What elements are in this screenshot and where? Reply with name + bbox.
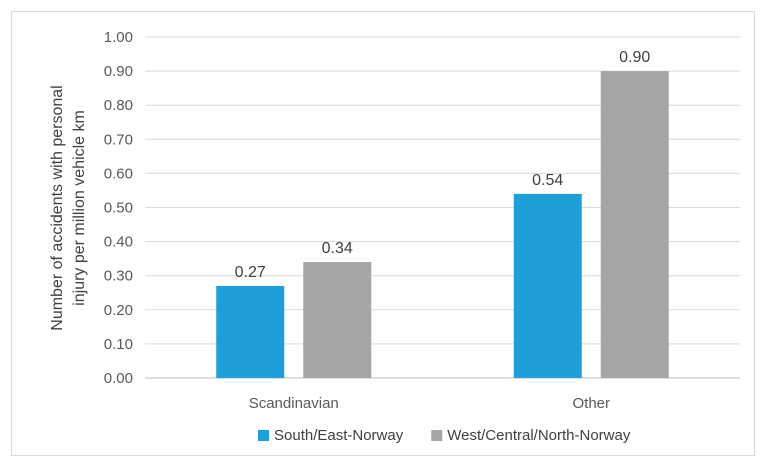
bar-0-1: [303, 262, 372, 378]
bar-1-0: [513, 193, 582, 378]
legend-label: South/East-Norway: [274, 427, 404, 444]
y-tick-label: 0.10: [104, 336, 133, 353]
data-labels: 0.27 0.34 0.54 0.90: [235, 49, 651, 281]
legend-swatch: [431, 430, 443, 441]
y-tick-label: 0.20: [104, 302, 133, 319]
y-tick-label: 0.30: [104, 268, 133, 285]
bars: [216, 71, 669, 378]
y-tick-label: 0.70: [104, 131, 133, 148]
legend: South/East-Norway West/Central/North-Norw…: [258, 427, 631, 444]
x-axis-ticks: Scandinavian Other: [249, 395, 610, 412]
y-axis-label-line: injury per million vehicle km: [71, 110, 88, 306]
y-tick-label: 0.00: [104, 370, 133, 387]
y-axis-ticks: 0.00 0.10 0.20 0.30 0.40 0.50 0.60 0.70 0.80 0.90…: [104, 29, 133, 387]
data-label: 0.27: [235, 264, 266, 281]
legend-label: West/Central/North-Norway: [447, 427, 631, 444]
y-tick-label: 0.60: [104, 165, 133, 182]
y-tick-label: 1.00: [104, 29, 133, 46]
x-tick-label: Other: [572, 395, 610, 412]
data-label: 0.34: [322, 240, 353, 257]
y-tick-label: 0.80: [104, 97, 133, 114]
bar-0-0: [216, 285, 285, 378]
bar-1-1: [600, 71, 669, 378]
y-axis-label: Number of accidents with personal injury …: [49, 85, 88, 330]
data-label: 0.54: [532, 172, 563, 189]
data-label: 0.90: [619, 49, 650, 66]
x-tick-label: Scandinavian: [249, 395, 339, 412]
y-tick-label: 0.50: [104, 200, 133, 217]
y-tick-label: 0.90: [104, 63, 133, 80]
y-axis-label-line: Number of accidents with personal: [49, 85, 66, 330]
legend-swatch: [258, 430, 269, 441]
y-tick-label: 0.40: [104, 234, 133, 251]
